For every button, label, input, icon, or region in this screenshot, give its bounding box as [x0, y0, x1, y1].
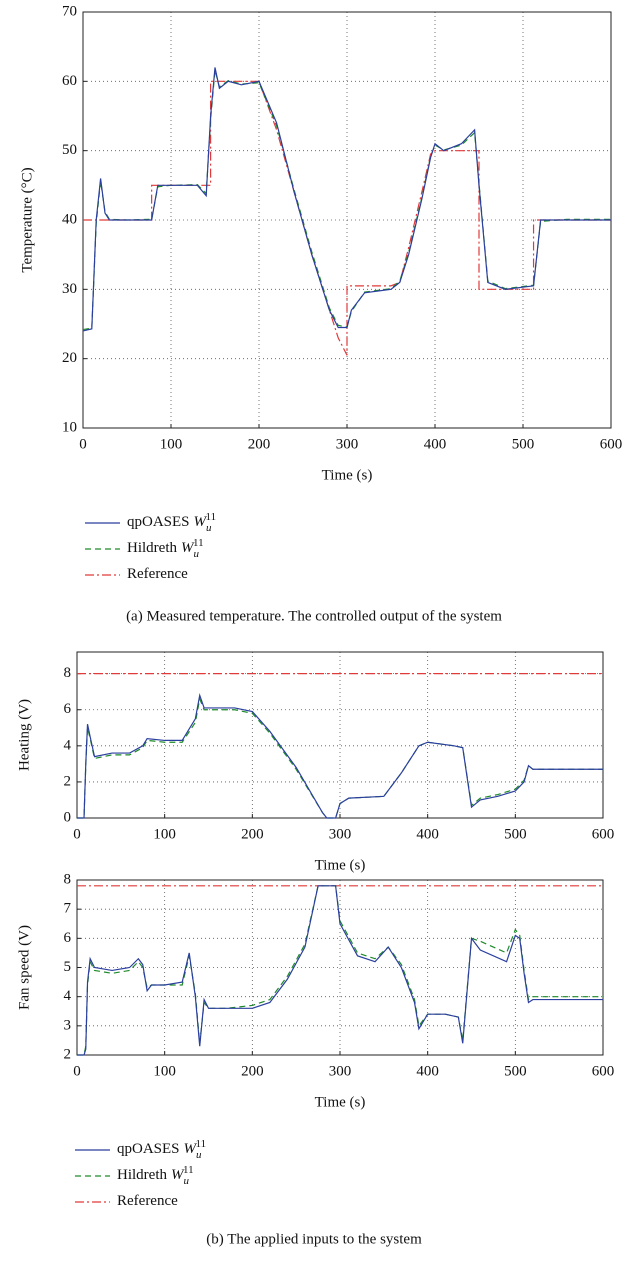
legend-name: qpOASES: [117, 1141, 180, 1157]
y-tick-label: 5: [64, 959, 72, 975]
y-axis-label: Fan speed (V): [16, 925, 32, 1010]
x-tick-label: 0: [79, 436, 87, 452]
x-tick-label: 300: [329, 1063, 352, 1079]
x-tick-label: 600: [592, 826, 615, 842]
legend-label: Hildreth Wu11: [127, 537, 204, 560]
caption: (a) Measured temperature. The controlled…: [126, 608, 502, 624]
x-tick-label: 500: [504, 826, 527, 842]
legend-superscript: 11: [206, 511, 217, 523]
plot-frame: [76, 879, 604, 1056]
legend-subscript: u: [194, 548, 200, 560]
x-tick-label: 100: [153, 826, 176, 842]
x-axis-label: Time (s): [322, 467, 373, 483]
x-tick-label: 100: [160, 436, 183, 452]
legend-label: Reference: [117, 1193, 178, 1209]
legend-superscript: 11: [193, 537, 204, 549]
legend-subscript: u: [206, 522, 212, 534]
legend-name: Reference: [117, 1193, 178, 1209]
y-tick-label: 2: [64, 773, 72, 789]
legend-superscript: 11: [196, 1138, 207, 1150]
legend-name: qpOASES: [127, 514, 190, 530]
y-tick-label: 7: [64, 901, 72, 917]
y-tick-label: 60: [62, 73, 77, 89]
x-tick-label: 0: [73, 826, 81, 842]
y-tick-label: 10: [62, 419, 77, 435]
data-line: [77, 696, 603, 819]
legend-label: qpOASES Wu11: [117, 1138, 206, 1161]
y-tick-label: 8: [64, 665, 72, 681]
data-line: [77, 885, 603, 1056]
y-tick-label: 50: [62, 142, 77, 158]
legend-label: Hildreth Wu11: [117, 1164, 194, 1187]
y-axis-label: Heating (V): [16, 699, 32, 771]
legend-symbol: W: [194, 514, 208, 530]
x-axis-label: Time (s): [315, 857, 366, 873]
x-axis-label: Time (s): [315, 1094, 366, 1110]
x-tick-label: 500: [504, 1063, 527, 1079]
y-axis-label: Temperature (°C): [19, 167, 35, 272]
x-tick-label: 100: [153, 1063, 176, 1079]
y-tick-label: 6: [64, 930, 72, 946]
x-tick-label: 500: [512, 436, 535, 452]
x-tick-label: 600: [592, 1063, 615, 1079]
x-tick-label: 200: [248, 436, 271, 452]
y-tick-label: 0: [64, 809, 72, 825]
x-tick-label: 300: [329, 826, 352, 842]
legend-label: qpOASES Wu11: [127, 511, 216, 534]
x-tick-label: 200: [241, 826, 264, 842]
x-tick-label: 200: [241, 1063, 264, 1079]
y-tick-label: 20: [62, 350, 77, 366]
data-line: [83, 80, 611, 356]
legend-subscript: u: [184, 1175, 190, 1187]
legend-symbol: W: [181, 540, 195, 556]
legend-name: Hildreth: [127, 540, 177, 556]
legend-symbol: W: [184, 1141, 198, 1157]
y-tick-label: 4: [64, 737, 72, 753]
y-tick-label: 2: [64, 1046, 72, 1062]
legend-superscript: 11: [183, 1164, 194, 1176]
x-tick-label: 400: [424, 436, 447, 452]
x-tick-label: 400: [416, 826, 439, 842]
legend-label: Reference: [127, 566, 188, 582]
y-tick-label: 3: [64, 1017, 72, 1033]
y-tick-label: 70: [62, 3, 77, 19]
data-line: [77, 885, 603, 1056]
y-tick-label: 30: [62, 281, 77, 297]
plot-frame: [76, 651, 604, 819]
legend-name: Hildreth: [117, 1167, 167, 1183]
x-tick-label: 0: [73, 1063, 81, 1079]
y-tick-label: 6: [64, 701, 72, 717]
y-tick-label: 40: [62, 211, 77, 227]
legend-subscript: u: [196, 1149, 202, 1161]
x-tick-label: 300: [336, 436, 359, 452]
x-tick-label: 400: [416, 1063, 439, 1079]
legend-symbol: W: [171, 1167, 185, 1183]
y-tick-label: 8: [64, 871, 72, 887]
x-tick-label: 600: [600, 436, 623, 452]
data-line: [77, 692, 603, 819]
caption: (b) The applied inputs to the system: [206, 1231, 422, 1247]
legend-name: Reference: [127, 566, 188, 582]
data-line: [82, 67, 611, 332]
y-tick-label: 4: [64, 988, 72, 1004]
